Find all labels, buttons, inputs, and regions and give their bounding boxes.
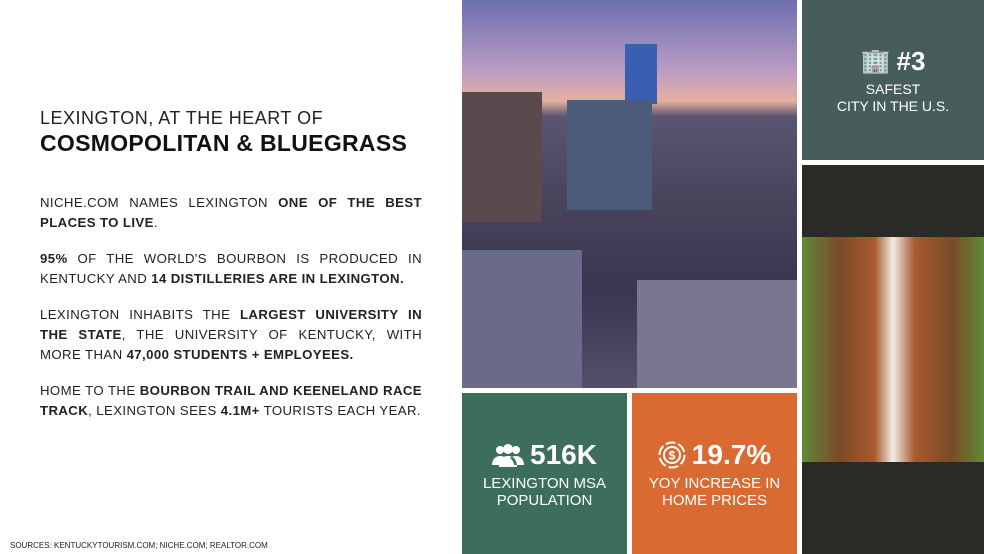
sources: SOURCES: KENTUCKYTOURISM.COM; NICHE.COM;… (10, 541, 268, 550)
stat-label: SAFEST (865, 80, 921, 97)
stat-label: POPULATION (496, 491, 593, 509)
stat-label: HOME PRICES (661, 491, 767, 509)
svg-text:$: $ (668, 448, 675, 462)
stat-label: CITY IN THE U.S. (836, 97, 950, 114)
building (462, 250, 582, 388)
paragraph: NICHE.COM NAMES LEXINGTON ONE OF THE BES… (40, 195, 422, 230)
kicker: LEXINGTON, AT THE HEART OF (40, 108, 324, 128)
tower (625, 44, 657, 104)
stat-label: YOY INCREASE IN (648, 474, 781, 492)
stat-label: LEXINGTON MSA (482, 474, 607, 492)
home-prices-tile: $ 19.7% YOY INCREASE IN HOME PRICES (632, 393, 797, 554)
paragraph: 95% OF THE WORLD'S BOURBON IS PRODUCED I… (40, 251, 422, 286)
population-tile: 516K LEXINGTON MSA POPULATION (462, 393, 627, 554)
stat-value: 516K (530, 438, 597, 470)
people-icon (492, 443, 525, 467)
building (637, 280, 797, 388)
paragraph: LEXINGTON INHABITS THE LARGEST UNIVERSIT… (40, 307, 422, 362)
paragraph: HOME TO THE BOURBON TRAIL AND KEENELAND … (40, 383, 422, 418)
dollar-circle-icon: $ (658, 441, 686, 468)
stat-value: 19.7% (691, 438, 772, 470)
fence-rail (802, 165, 984, 237)
stat-value: #3 (896, 45, 926, 76)
page-title: COSMOPOLITAN & BLUEGRASS (40, 130, 408, 156)
fence-rail (802, 462, 984, 554)
city-buildings-icon: 🏢 (860, 47, 891, 75)
body-text: NICHE.COM NAMES LEXINGTON ONE OF THE BES… (40, 193, 422, 437)
city-photo (462, 0, 797, 388)
safest-city-tile: 🏢 #3 SAFEST CITY IN THE U.S. (802, 0, 984, 160)
building (462, 92, 542, 222)
building (567, 100, 652, 210)
